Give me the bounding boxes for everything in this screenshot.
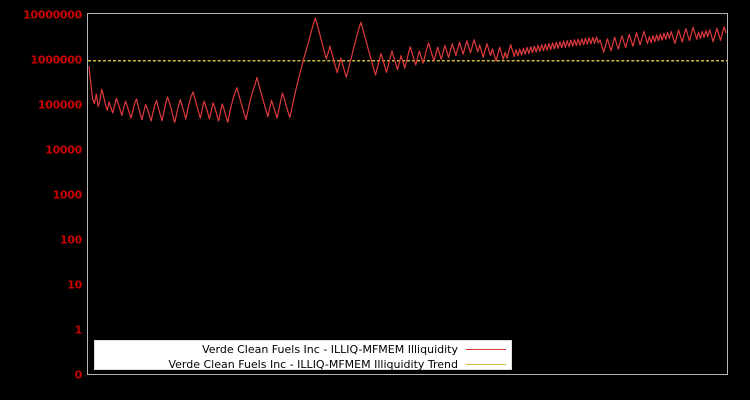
plot-frame [87,13,728,375]
legend: Verde Clean Fuels Inc - ILLIQ-MFMEM Illi… [94,340,512,371]
y-tick-label: 10 [67,278,82,292]
y-tick-label: 0 [74,368,83,382]
y-tick-label: 100000 [37,98,82,112]
legend-label: Verde Clean Fuels Inc - ILLIQ-MFMEM Illi… [168,357,458,371]
legend-entry: Verde Clean Fuels Inc - ILLIQ-MFMEM Illi… [95,357,511,371]
legend-swatch-trend [466,359,506,369]
y-tick-label: 10000000 [23,8,82,22]
y-tick-label: 100 [59,233,82,247]
y-axis: 10000000 1000000 100000 10000 1000 100 1… [0,0,82,400]
y-tick-label: 1000 [52,188,83,202]
plot-area [88,14,727,374]
legend-label: Verde Clean Fuels Inc - ILLIQ-MFMEM Illi… [202,342,458,356]
y-tick-label: 1 [74,323,83,337]
legend-swatch-illiquidity [466,344,506,354]
y-tick-label: 10000 [45,143,82,157]
illiquidity-line [88,17,727,123]
series-canvas [88,17,727,123]
y-tick-label: 1000000 [30,53,83,67]
legend-entry: Verde Clean Fuels Inc - ILLIQ-MFMEM Illi… [95,342,511,356]
